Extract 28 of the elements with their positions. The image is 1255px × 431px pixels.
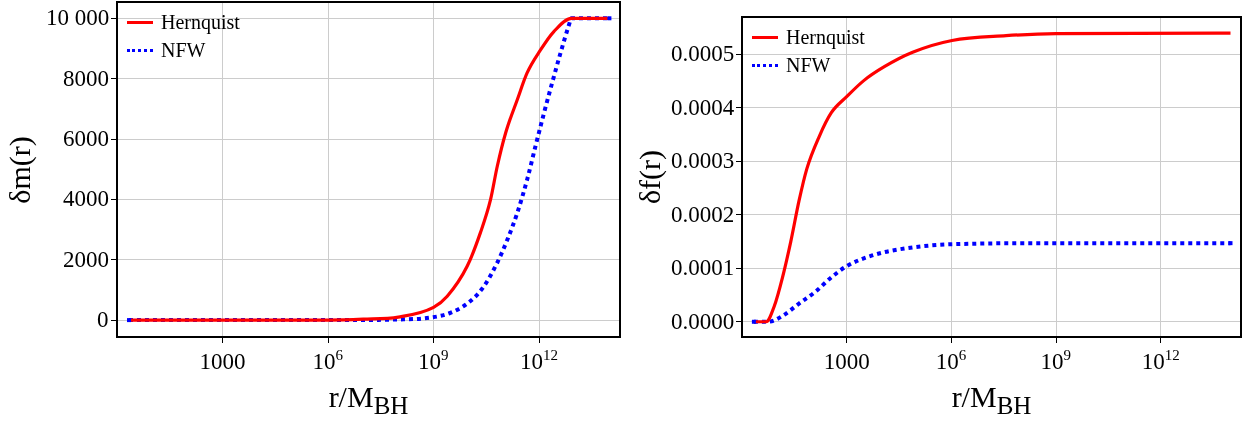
legend-label: NFW	[161, 38, 206, 63]
y-tick-label: 0.0003	[671, 148, 735, 175]
y-tick-label: 10 000	[46, 5, 110, 32]
legend-label: NFW	[786, 53, 831, 78]
x-tick-label: 10$^{9}$	[1040, 347, 1072, 375]
x-axis-title: r/M$_{BH}$	[328, 380, 409, 420]
y-tick-label: 0.0000	[671, 308, 735, 335]
y-tick-label: 0.0002	[671, 201, 735, 228]
y-tick-label: 0.0004	[671, 94, 735, 121]
y-tick-label: 0.0001	[671, 255, 735, 282]
y-axis-title: δm(r)	[3, 135, 37, 204]
x-tick-label: 10$^{6}$	[935, 347, 967, 375]
y-tick-label: 8000	[63, 65, 109, 92]
y-tick-label: 4000	[63, 186, 109, 213]
x-tick-label: 1000	[199, 349, 246, 375]
x-axis-title: r/M$_{BH}$	[951, 380, 1032, 420]
legend-label: Hernquist	[786, 25, 865, 51]
x-tick-label: 10$^{6}$	[312, 347, 344, 375]
x-tick-label: 10$^{12}$	[520, 347, 559, 375]
y-axis-title: δf(r)	[633, 149, 667, 205]
y-tick-label: 0	[97, 307, 109, 334]
x-tick-label: 10$^{9}$	[418, 347, 449, 375]
x-tick-label: 1000	[823, 349, 870, 375]
y-tick-label: 2000	[63, 246, 109, 273]
y-tick-label: 0.0005	[671, 41, 735, 68]
legend-label: Hernquist	[161, 10, 240, 36]
y-tick-label: 6000	[63, 126, 109, 153]
x-tick-label: 10$^{12}$	[1141, 347, 1180, 375]
